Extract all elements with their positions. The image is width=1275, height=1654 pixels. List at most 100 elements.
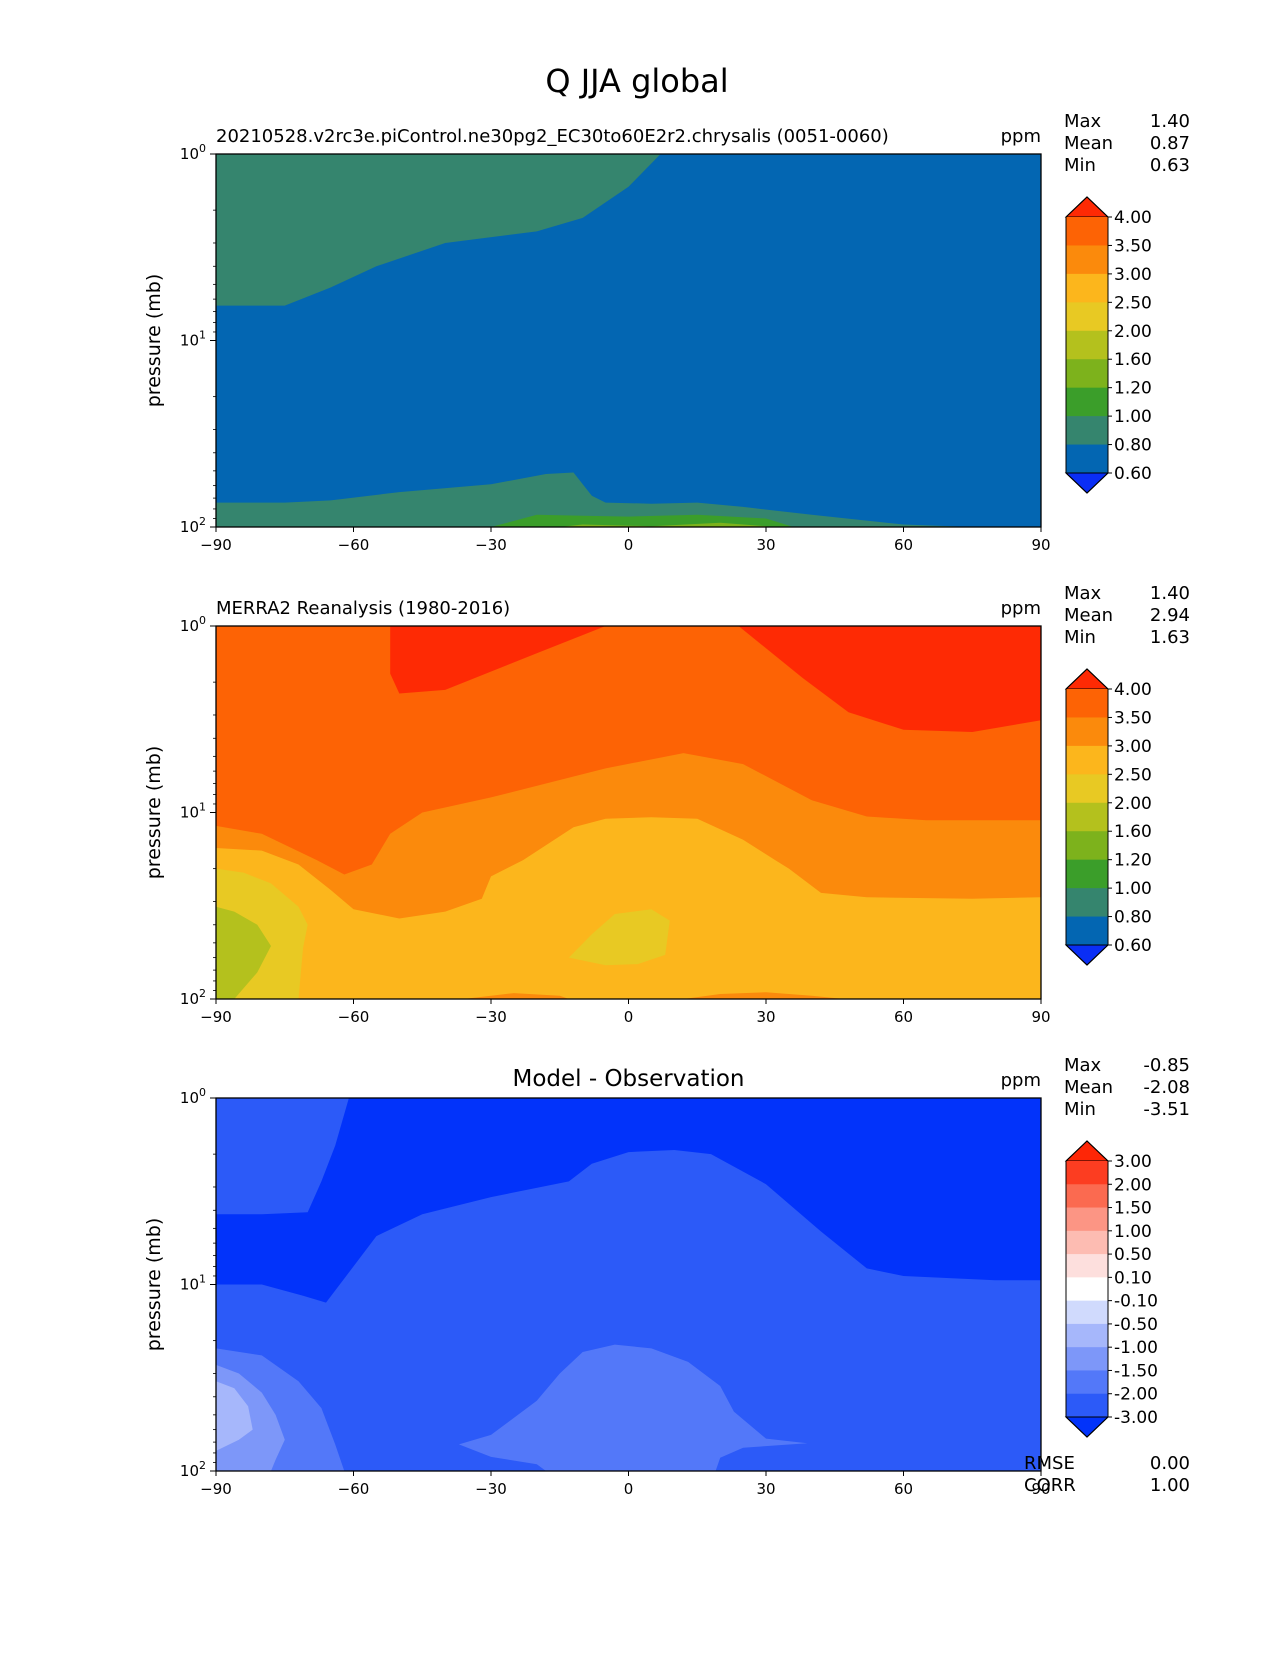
contour-region (463, 993, 569, 999)
x-tick-label: 60 (894, 536, 913, 554)
colorbar-extend-min (1064, 1416, 1110, 1438)
y-tick-label: 101 (180, 1273, 206, 1294)
colorbar-extend-max (1064, 196, 1110, 218)
contour-region (216, 1098, 1041, 1471)
contour-regions (216, 1098, 1041, 1471)
contour-region (390, 626, 606, 694)
contour-region (683, 992, 844, 999)
colorbar-label: 3.50 (1114, 236, 1152, 256)
stat-label: Max (1064, 111, 1102, 132)
colorbar-label: -3.00 (1114, 1408, 1158, 1428)
contour-region (458, 1344, 808, 1471)
colorbar-label: -0.50 (1114, 1315, 1158, 1335)
y-axis-label: pressure (mb) (143, 746, 165, 880)
colorbar-band (1066, 717, 1108, 747)
stat-value: 1.40 (1150, 583, 1190, 604)
colorbar-label: 3.00 (1114, 265, 1152, 285)
colorbar: 0.60 0.80 1.00 1.20 1.60 2.00 2.50 3.00 3.50 4.00 (1064, 196, 1152, 494)
bottom-stat-label: RMSE (1024, 1453, 1075, 1474)
colorbar-extend-min (1064, 944, 1110, 966)
x-tick-label: 30 (756, 536, 775, 554)
colorbar-label: 0.60 (1114, 936, 1152, 956)
x-tick-label: −60 (338, 536, 370, 554)
colorbar-label: 1.00 (1114, 407, 1152, 427)
units-label: ppm (1001, 126, 1041, 147)
stat-value: 2.94 (1150, 605, 1190, 626)
stat-label: Max (1064, 1055, 1102, 1076)
colorbar-band (1066, 802, 1108, 832)
colorbar-band (1066, 774, 1108, 804)
panel-title: MERRA2 Reanalysis (1980-2016) (216, 598, 510, 619)
colorbar-label: 4.00 (1114, 208, 1152, 228)
figure-title: Q JJA global (545, 62, 728, 100)
stat-value: -3.51 (1143, 1099, 1190, 1120)
units-label: ppm (1001, 598, 1041, 619)
colorbar-label: 1.60 (1114, 350, 1152, 370)
colorbar-band (1066, 859, 1108, 889)
stat-value: 1.40 (1150, 111, 1190, 132)
stat-label: Max (1064, 583, 1102, 604)
y-tick-label: 101 (180, 801, 206, 822)
colorbar-band (1066, 217, 1108, 246)
contour-regions (216, 626, 1041, 999)
colorbar-band (1066, 1347, 1108, 1371)
panel-title: Model - Observation (512, 1066, 744, 1092)
colorbar-band (1066, 245, 1108, 275)
colorbar-label: 0.60 (1114, 464, 1152, 484)
panel-1: −90 −60 −30 0 30 60 90 100 101 102 pressure (mb) 20… (143, 111, 1190, 554)
contour-region (216, 154, 661, 306)
colorbar-band (1066, 689, 1108, 718)
contour-region (216, 472, 1041, 527)
colorbar-label: 1.50 (1114, 1199, 1152, 1219)
x-tick-label: −90 (200, 536, 232, 554)
y-tick-label: 102 (180, 1459, 206, 1480)
x-tick-label: 90 (1031, 1480, 1050, 1498)
colorbar-band (1066, 831, 1108, 861)
bottom-stat-value: 1.00 (1150, 1475, 1190, 1496)
colorbar-band (1066, 888, 1108, 918)
contour-regions (216, 154, 1041, 527)
x-tick-label: 0 (624, 1480, 634, 1498)
colorbar-label: 2.50 (1114, 293, 1152, 313)
bottom-stat-label: CORR (1024, 1475, 1076, 1496)
colorbar-label: 3.00 (1114, 737, 1152, 757)
contour-region (216, 817, 1041, 999)
y-axis-label: pressure (mb) (143, 1218, 165, 1352)
y-tick-label: 102 (180, 987, 206, 1008)
stat-value: -2.08 (1143, 1077, 1190, 1098)
y-tick-label: 100 (180, 142, 206, 163)
colorbar-label: -1.00 (1114, 1338, 1158, 1358)
colorbar-band (1066, 1184, 1108, 1209)
x-tick-label: −60 (338, 1008, 370, 1026)
colorbar-band (1066, 1207, 1108, 1232)
stat-label: Min (1064, 155, 1096, 176)
colorbar-label: 0.80 (1114, 436, 1152, 456)
contour-region (559, 522, 766, 527)
colorbar-label: 4.00 (1114, 680, 1152, 700)
colorbar-label: 2.50 (1114, 765, 1152, 785)
colorbar-band (1066, 302, 1108, 332)
colorbar-label: 2.00 (1114, 322, 1152, 342)
colorbar-label: 2.00 (1114, 1175, 1152, 1195)
x-tick-label: 60 (894, 1008, 913, 1026)
y-tick-label: 100 (180, 614, 206, 635)
contour-region (568, 909, 670, 966)
x-tick-label: 60 (894, 1480, 913, 1498)
x-tick-label: −30 (475, 536, 507, 554)
units-label: ppm (1001, 1070, 1041, 1091)
x-tick-label: 90 (1031, 536, 1050, 554)
colorbar-band (1066, 1277, 1108, 1302)
colorbar-band (1066, 273, 1108, 303)
colorbar: 0.60 0.80 1.00 1.20 1.60 2.00 2.50 3.00 3.50 4.00 (1064, 668, 1152, 966)
stat-value: 1.63 (1150, 627, 1190, 648)
colorbar-band (1066, 916, 1108, 946)
colorbar-label: 1.20 (1114, 851, 1152, 871)
y-tick-label: 102 (180, 515, 206, 536)
colorbar-band (1066, 1161, 1108, 1185)
colorbar-extend-min (1064, 472, 1110, 494)
colorbar-label: 0.50 (1114, 1245, 1152, 1265)
stat-value: 0.63 (1150, 155, 1190, 176)
colorbar-band (1066, 1393, 1108, 1418)
contour-region (738, 626, 1041, 732)
colorbar-label: 3.50 (1114, 708, 1152, 728)
